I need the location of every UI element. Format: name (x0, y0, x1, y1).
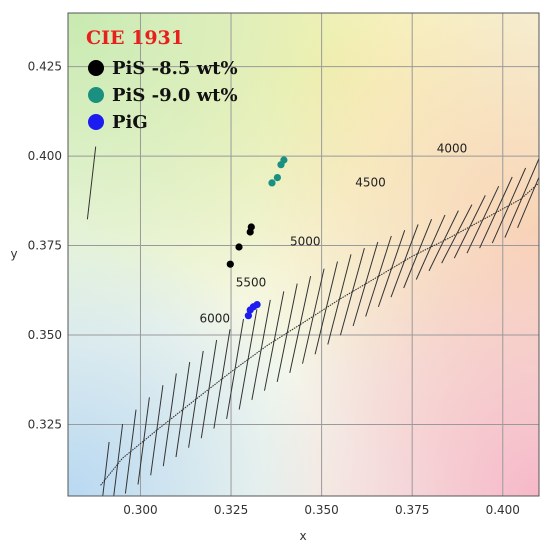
data-points (226, 156, 288, 320)
legend: CIE 1931 PiS -8.5 wt% PiS -9.0 wt% PiG (86, 27, 238, 133)
data-point-series-0 (226, 260, 234, 268)
legend-swatch-pis-9-0 (88, 87, 104, 103)
cct-label-4500: 4500 (355, 176, 386, 190)
plot-area (86, 146, 539, 496)
x-axis-ticks: 0.300 0.325 0.350 0.375 0.400 (123, 503, 520, 517)
y-tick-label: 0.400 (28, 149, 62, 163)
data-point-series-1 (268, 179, 276, 187)
legend-swatch-pis-8-5 (88, 60, 104, 76)
isotherm-line (377, 230, 406, 308)
cct-label-4000: 4000 (437, 142, 468, 156)
x-tick-label: 0.400 (486, 503, 520, 517)
cct-label-6000: 6000 (199, 311, 230, 325)
y-tick-label: 0.375 (28, 239, 62, 253)
isotherm-line (365, 235, 392, 317)
isotherm-line (403, 219, 433, 289)
isotherm-line (352, 241, 379, 327)
isotherm-line (289, 275, 312, 374)
data-point-series-0 (247, 223, 255, 231)
plot-frame (67, 12, 540, 497)
legend-title: CIE 1931 (86, 27, 184, 49)
y-tick-label: 0.350 (28, 328, 62, 342)
data-point-series-1 (273, 174, 281, 182)
x-axis-label: x (299, 529, 306, 543)
y-tick-label: 0.425 (28, 60, 62, 74)
isotherm-line (276, 283, 298, 382)
data-point-series-0 (235, 243, 243, 251)
x-tick-label: 0.300 (123, 503, 157, 517)
isotherm-line (175, 362, 191, 458)
y-tick-label: 0.325 (28, 417, 62, 431)
x-tick-label: 0.325 (214, 503, 248, 517)
grid-lines (68, 13, 539, 496)
isotherm-line (339, 247, 365, 336)
legend-label-pis-9-0: PiS -9.0 wt% (112, 85, 238, 106)
x-tick-label: 0.375 (395, 503, 429, 517)
legend-swatch-pig (88, 114, 104, 130)
isotherm-line (137, 397, 150, 485)
data-point-series-2 (253, 301, 261, 309)
y-axis-ticks: 0.325 0.350 0.375 0.400 0.425 (28, 60, 62, 432)
isotherm-line (238, 309, 258, 410)
isotherm-line (390, 224, 419, 298)
x-tick-label: 0.350 (304, 503, 338, 517)
plot-background (68, 13, 539, 496)
data-point-series-2 (244, 312, 252, 320)
isotherm-line (86, 146, 97, 220)
legend-label-pig: PiG (112, 112, 148, 133)
cct-labels: 6000 5500 5000 4500 4000 (199, 142, 467, 326)
isotherm-line (113, 423, 124, 496)
isotherm-line (415, 214, 446, 280)
isotherm-line (150, 385, 164, 476)
isotherm-line (264, 291, 285, 391)
legend-label-pis-8-5: PiS -8.5 wt% (112, 58, 238, 79)
data-point-series-1 (280, 156, 288, 164)
isotherm-line (213, 329, 231, 429)
y-axis-label: y (10, 247, 17, 261)
planckian-locus (100, 182, 539, 486)
cct-label-5500: 5500 (236, 276, 267, 290)
cct-label-5000: 5000 (290, 235, 321, 249)
